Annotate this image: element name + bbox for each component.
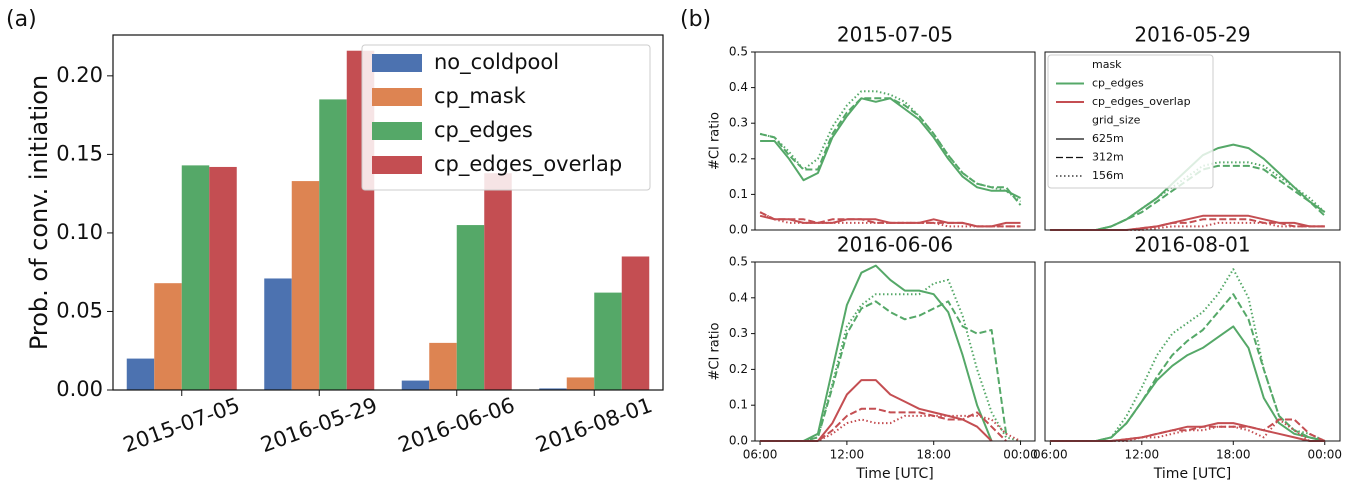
- bar: [154, 283, 182, 390]
- bar: [126, 358, 155, 390]
- panel-label: (a): [6, 7, 37, 32]
- bar: [291, 181, 320, 390]
- line: [759, 90, 1022, 203]
- line: [760, 414, 1021, 442]
- y-axis-label: #CI ratio: [708, 323, 723, 381]
- legend-label: 312m: [1092, 151, 1124, 164]
- y-tick-label: 0.3: [729, 116, 748, 130]
- line: [760, 379, 993, 442]
- y-tick-label: 0.05: [56, 298, 103, 322]
- y-tick-label: 0.10: [56, 220, 103, 244]
- legend-label: cp_edges_overlap: [1092, 95, 1191, 108]
- axes-frame: [754, 261, 1036, 442]
- bar: [539, 388, 567, 390]
- line: [1050, 325, 1326, 442]
- panel-label: (b): [680, 7, 711, 32]
- x-tick-label: 00:00: [1003, 448, 1038, 462]
- y-tick-label: 0.15: [56, 141, 103, 165]
- legend-swatch: [372, 88, 422, 106]
- bar: [594, 292, 622, 390]
- bar: [484, 173, 512, 390]
- legend-swatch: [372, 54, 422, 72]
- axes-frame: [112, 34, 664, 391]
- y-tick-label: 0.4: [729, 290, 748, 304]
- x-tick-label: 18:00: [916, 448, 951, 462]
- line: [760, 264, 993, 442]
- x-tick-label: 12:00: [830, 448, 865, 462]
- y-tick-label: 0.20: [56, 63, 103, 87]
- line: [760, 97, 1021, 199]
- bar: [401, 380, 430, 390]
- y-axis-label: #CI ratio: [708, 112, 723, 170]
- legend-swatch: [372, 156, 422, 174]
- line: [1050, 221, 1325, 231]
- x-axis-label: Time [UTC]: [855, 466, 933, 482]
- legend-label: 625m: [1092, 132, 1124, 145]
- subplot-title: 2016-05-29: [1134, 23, 1250, 47]
- legend-label: grid_size: [1092, 114, 1141, 127]
- y-tick-label: 0.5: [729, 45, 748, 59]
- bar: [429, 342, 457, 390]
- bar: [456, 225, 485, 390]
- y-tick-label: 0.2: [729, 362, 748, 376]
- x-tick-label: 2016-06-06: [395, 393, 518, 457]
- axes-frame: [1044, 261, 1341, 442]
- axes-frame: [1044, 51, 1341, 231]
- line: [1050, 418, 1325, 442]
- x-tick-label: 2015-07-05: [120, 393, 243, 457]
- line: [1050, 214, 1325, 231]
- x-tick-label: 00:00: [1307, 448, 1342, 462]
- bar: [621, 256, 650, 390]
- axes-frame: [754, 51, 1036, 231]
- subplot-title: 2016-08-01: [1134, 233, 1250, 257]
- legend-label: mask: [1092, 58, 1122, 71]
- legend-label: no_coldpool: [434, 50, 559, 75]
- x-tick-label: 06:00: [1033, 448, 1068, 462]
- y-tick-label: 0.0: [729, 223, 748, 237]
- subplot-title: 2015-07-05: [837, 23, 953, 47]
- y-tick-label: 0.5: [729, 255, 748, 269]
- line: [1050, 268, 1326, 442]
- x-tick-label: 18:00: [1216, 448, 1251, 462]
- y-axis-label: Prob. of conv. initiation: [25, 75, 53, 350]
- line: [759, 211, 1021, 228]
- line: [760, 407, 1007, 442]
- line: [759, 97, 1022, 206]
- bar: [319, 99, 347, 391]
- x-axis-label: Time [UTC]: [1153, 466, 1231, 482]
- y-tick-label: 0.00: [56, 377, 103, 401]
- line: [1050, 418, 1326, 442]
- y-tick-label: 0.1: [729, 398, 748, 412]
- legend-label: cp_edges: [434, 118, 533, 143]
- y-tick-label: 0.2: [729, 151, 748, 165]
- bar: [181, 165, 210, 390]
- legend-label: 156m: [1092, 169, 1124, 182]
- legend-label: cp_edges: [1092, 77, 1144, 90]
- y-tick-label: 0.0: [729, 434, 748, 448]
- bar: [209, 166, 237, 390]
- legend-swatch: [372, 122, 422, 140]
- line: [759, 214, 1021, 228]
- legend-box: [1047, 54, 1214, 189]
- legend-label: cp_edges_overlap: [434, 152, 622, 177]
- legend-box: [361, 44, 651, 191]
- line: [1050, 218, 1325, 231]
- y-tick-label: 0.1: [729, 187, 748, 201]
- legend-label: cp_mask: [434, 84, 527, 109]
- bar: [566, 377, 595, 390]
- x-tick-label: 2016-08-01: [532, 393, 655, 457]
- line: [760, 300, 1008, 442]
- bar: [264, 278, 292, 390]
- x-tick-label: 12:00: [1125, 448, 1160, 462]
- x-tick-label: 06:00: [743, 448, 778, 462]
- subplot-title: 2016-06-06: [837, 233, 953, 257]
- y-tick-label: 0.4: [729, 80, 748, 94]
- x-tick-label: 2016-05-29: [257, 393, 380, 457]
- y-tick-label: 0.3: [729, 326, 748, 340]
- line: [759, 211, 1021, 228]
